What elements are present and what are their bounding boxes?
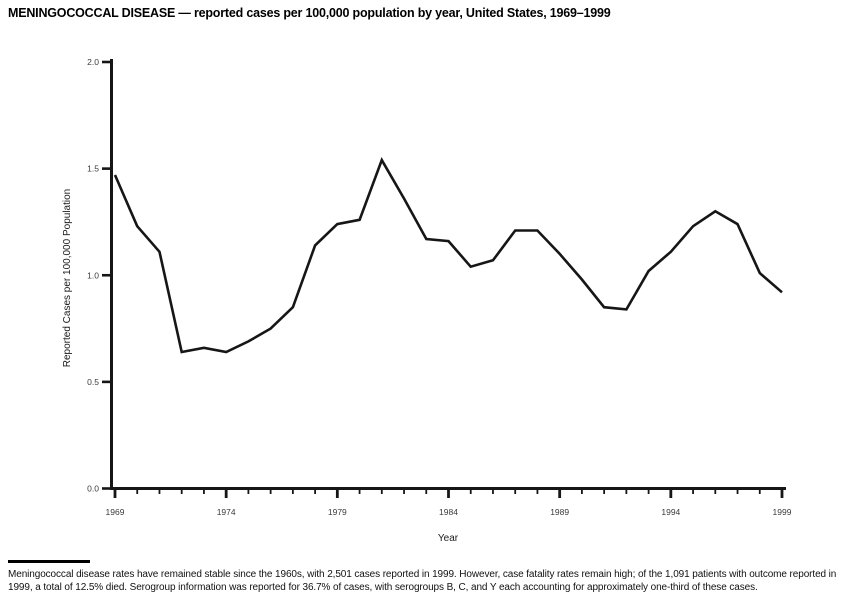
y-tick-label: 1.5 bbox=[87, 164, 99, 174]
x-tick-label: 1979 bbox=[328, 507, 347, 517]
y-tick-label: 0.5 bbox=[87, 377, 99, 387]
y-tick-label: 2.0 bbox=[87, 57, 99, 67]
y-tick-label: 0.0 bbox=[87, 484, 99, 494]
x-tick-label: 1999 bbox=[773, 507, 792, 517]
series-line bbox=[113, 157, 783, 354]
x-tick-label: 1984 bbox=[439, 507, 458, 517]
y-axis-title: Reported Cases per 100,000 Population bbox=[62, 189, 73, 367]
footnote-rule bbox=[8, 560, 90, 563]
x-tick-label: 1969 bbox=[106, 507, 125, 517]
x-tick-label: 1974 bbox=[217, 507, 236, 517]
x-axis-title: Year bbox=[438, 533, 459, 544]
y-tick-label: 1.0 bbox=[87, 270, 99, 280]
x-tick-label: 1994 bbox=[661, 507, 680, 517]
chart-title: MENINGOCOCCAL DISEASE — reported cases p… bbox=[8, 6, 611, 20]
footnote-text: Meningococcal disease rates have remaine… bbox=[8, 569, 837, 593]
x-tick-label: 1989 bbox=[550, 507, 569, 517]
chart-svg: 0.0 0.5 1.0 1.5 2.0 1969 1974 1979 1984 1989 1994 1… bbox=[62, 57, 792, 544]
